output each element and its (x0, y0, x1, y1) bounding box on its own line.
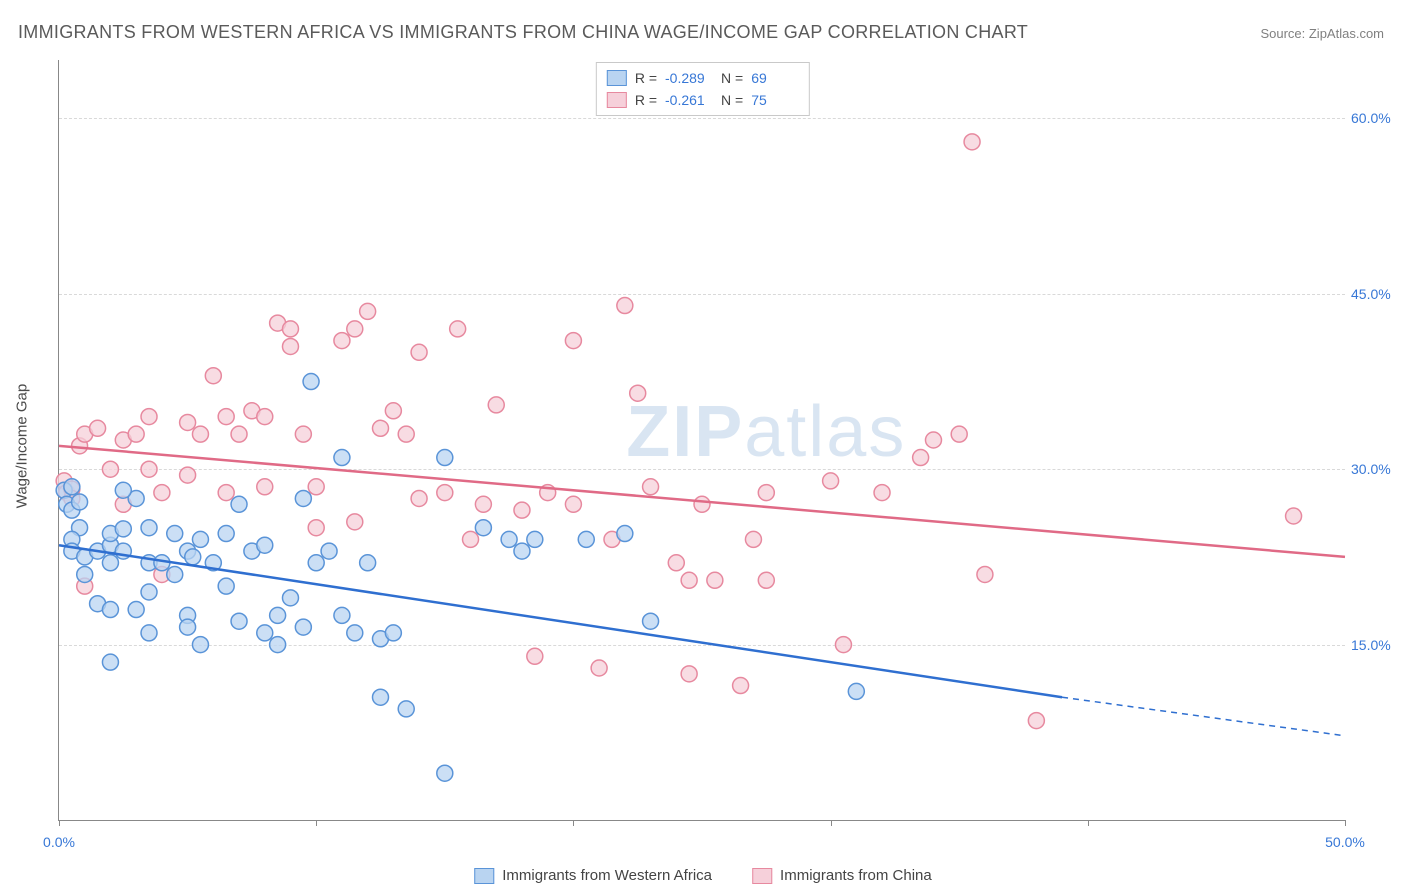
stat-n-label: N = (721, 70, 743, 86)
swatch-series-1 (607, 92, 627, 108)
bottom-legend: Immigrants from Western Africa Immigrant… (474, 867, 932, 884)
legend-item-1: Immigrants from China (752, 867, 932, 884)
stat-r-label: R = (635, 70, 657, 86)
swatch-series-0 (474, 868, 494, 884)
y-tick-label: 60.0% (1351, 110, 1395, 126)
y-tick-label: 30.0% (1351, 461, 1395, 477)
stat-r-value-0: -0.289 (665, 70, 713, 86)
chart-svg (59, 60, 1345, 820)
x-tick-mark (316, 820, 317, 826)
x-tick-mark (573, 820, 574, 826)
stats-row-series-1: R = -0.261 N = 75 (607, 89, 799, 111)
stat-n-value-0: 69 (751, 70, 799, 86)
x-tick-label: 50.0% (1325, 834, 1365, 850)
legend-label-1: Immigrants from China (780, 867, 932, 884)
y-tick-label: 15.0% (1351, 637, 1395, 653)
x-tick-mark (59, 820, 60, 826)
stat-n-value-1: 75 (751, 92, 799, 108)
x-tick-mark (1345, 820, 1346, 826)
stats-row-series-0: R = -0.289 N = 69 (607, 67, 799, 89)
stat-r-label: R = (635, 92, 657, 108)
y-tick-label: 45.0% (1351, 286, 1395, 302)
y-axis-title: Wage/Income Gap (14, 384, 31, 509)
source-label: Source: ZipAtlas.com (1260, 26, 1384, 41)
plot-area: ZIPatlas 15.0%30.0%45.0%60.0%0.0%50.0% (58, 60, 1345, 821)
legend-label-0: Immigrants from Western Africa (502, 867, 712, 884)
x-tick-mark (831, 820, 832, 826)
stat-n-label: N = (721, 92, 743, 108)
stats-legend-box: R = -0.289 N = 69 R = -0.261 N = 75 (596, 62, 810, 116)
swatch-series-1 (752, 868, 772, 884)
x-tick-mark (1088, 820, 1089, 826)
chart-title: IMMIGRANTS FROM WESTERN AFRICA VS IMMIGR… (18, 22, 1028, 43)
swatch-series-0 (607, 70, 627, 86)
chart-container: IMMIGRANTS FROM WESTERN AFRICA VS IMMIGR… (0, 0, 1406, 892)
legend-item-0: Immigrants from Western Africa (474, 867, 712, 884)
x-tick-label: 0.0% (43, 834, 75, 850)
stat-r-value-1: -0.261 (665, 92, 713, 108)
